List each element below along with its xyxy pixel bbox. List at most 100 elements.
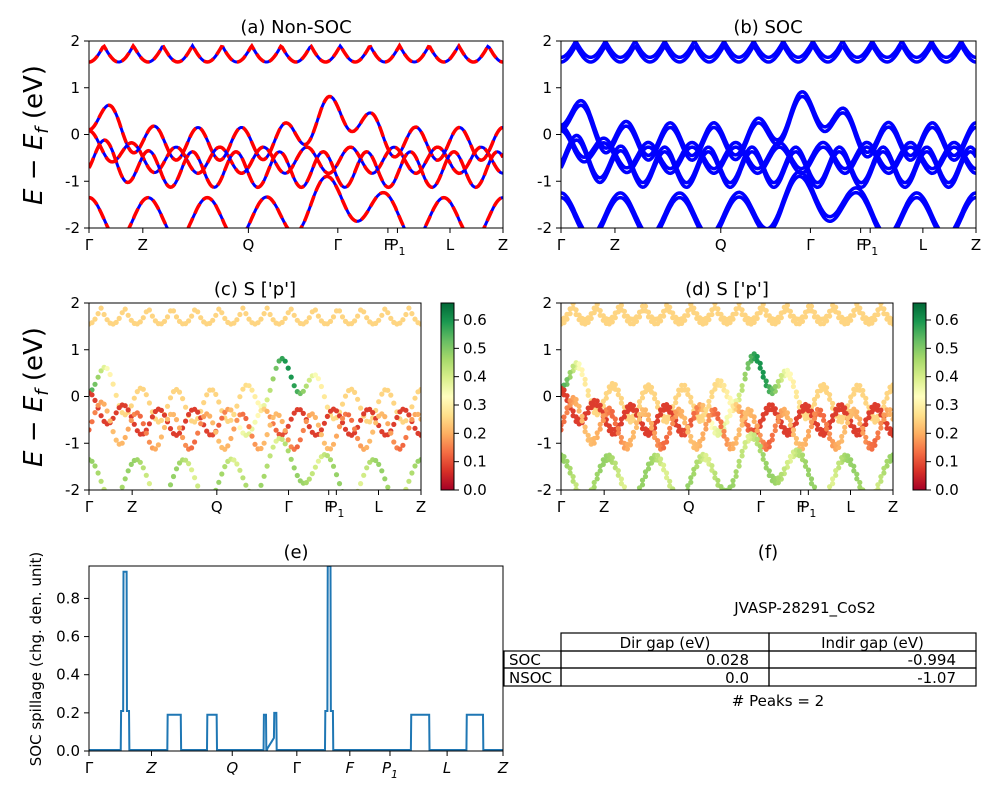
panel-c-xtick-label: L	[374, 498, 383, 516]
panel-d-point	[630, 403, 637, 409]
panel-c-xtick-label: Z	[416, 498, 426, 516]
panel-c-point	[327, 318, 334, 324]
panel-d-point	[769, 402, 775, 408]
panel-d-point	[706, 413, 712, 419]
panel-d-point	[796, 399, 803, 405]
panel-c-point	[339, 314, 346, 320]
panel-d-point	[730, 445, 736, 452]
panel-c-point	[161, 412, 168, 418]
panel-c-point	[309, 411, 315, 417]
panel-d-point	[633, 420, 640, 426]
panel-d-point	[618, 400, 625, 406]
panel-c-point	[397, 446, 403, 452]
panel-c-point	[288, 374, 294, 380]
soc-band-line	[561, 133, 976, 185]
panel-d-point	[760, 452, 766, 458]
panel-d-point	[706, 417, 712, 423]
panel-d-point	[706, 398, 712, 404]
panel-d-point	[633, 424, 640, 431]
panel-d-point	[600, 457, 606, 463]
panel-e-ytick-label: 0.8	[56, 589, 80, 607]
panel-c-point	[240, 411, 246, 417]
panel-c-ytick-label: -2	[65, 481, 80, 499]
panel-d-point	[724, 414, 730, 421]
panel-c-point	[285, 365, 291, 371]
colorbar-d: 0.0 0.1 0.2 0.3 0.4 0.5 0.6	[912, 302, 959, 499]
panel-c-point	[228, 435, 234, 442]
panel-c-point	[406, 425, 412, 431]
panel-d-point	[727, 484, 733, 490]
panel-d-point	[833, 468, 839, 474]
panel-c-point	[264, 463, 270, 469]
panel-d-point	[715, 415, 721, 422]
panel-d-point	[815, 491, 820, 496]
panel-d-point	[639, 421, 646, 427]
panel-c-point	[346, 412, 352, 418]
panel-c-point	[125, 407, 131, 413]
panel-d-point	[802, 463, 809, 469]
panel-c-point	[122, 434, 128, 441]
panel-d-point	[600, 413, 606, 419]
panel-c-point	[394, 499, 399, 504]
panel-d-point	[881, 470, 887, 476]
panel-c-point	[155, 442, 161, 448]
nonsoc-band-line	[89, 94, 503, 162]
panel-c-point	[98, 305, 104, 311]
panel-c-point	[379, 468, 385, 474]
panel-a-ytick-label: -1	[65, 172, 80, 190]
panel-d-point	[724, 389, 730, 395]
panel-d-point	[579, 418, 585, 424]
panel-d-point	[615, 472, 621, 478]
panel-c-point	[246, 383, 252, 389]
panel-c-point	[291, 383, 297, 389]
panel-d-xtick-label: Γ	[557, 498, 566, 516]
panel-c-point	[327, 457, 334, 463]
panel-c-point	[376, 317, 382, 323]
panel-c-point	[382, 414, 388, 420]
panel-d-point	[591, 440, 597, 446]
panel-c-point	[149, 414, 155, 420]
panel-c-point	[240, 475, 246, 481]
panel-c-point	[231, 320, 237, 326]
panel-d-point	[739, 307, 745, 313]
panel-d-point	[830, 438, 836, 444]
panel-d-point	[715, 411, 721, 417]
panel-d-point	[827, 308, 833, 314]
panel-c-point	[294, 472, 300, 479]
panel-d-point	[857, 421, 863, 427]
panel-d-point	[628, 499, 633, 504]
panel-d-point	[567, 465, 573, 471]
panel-c-point	[246, 488, 252, 490]
panel-d-point	[564, 410, 570, 416]
panel-d-point	[884, 311, 890, 317]
panel-d-point	[579, 367, 585, 373]
nonsoc-band-line	[89, 174, 503, 228]
panel-d-point	[784, 410, 791, 416]
panel-d-point	[642, 407, 649, 413]
panel-d-point	[851, 463, 857, 469]
panel-c-point	[186, 461, 192, 467]
panel-c-point	[176, 425, 183, 431]
panel-d-point	[814, 393, 821, 399]
panel-c-point	[406, 478, 412, 484]
panel-c-point	[318, 427, 324, 433]
panel-d-point	[606, 384, 612, 390]
panel-d-point	[857, 383, 863, 389]
panel-d-point	[624, 446, 631, 452]
panel-d-point	[808, 476, 815, 482]
panel-d-point	[664, 414, 670, 420]
panel-d-point	[833, 406, 839, 412]
panel-c-point	[222, 464, 228, 470]
panel-c-point	[164, 403, 171, 409]
panel-c-point	[406, 305, 412, 311]
panel-d-point	[884, 458, 890, 464]
panel-d-point	[730, 478, 736, 484]
panel-c-point	[382, 476, 388, 482]
panel-c-point	[201, 400, 207, 406]
panel-d-point	[570, 363, 576, 369]
panel-c-point	[318, 432, 324, 438]
panel-d-point	[627, 437, 634, 443]
panel-c-point	[216, 306, 222, 312]
panel-d-point	[757, 432, 763, 438]
panel-c-point	[89, 458, 95, 464]
